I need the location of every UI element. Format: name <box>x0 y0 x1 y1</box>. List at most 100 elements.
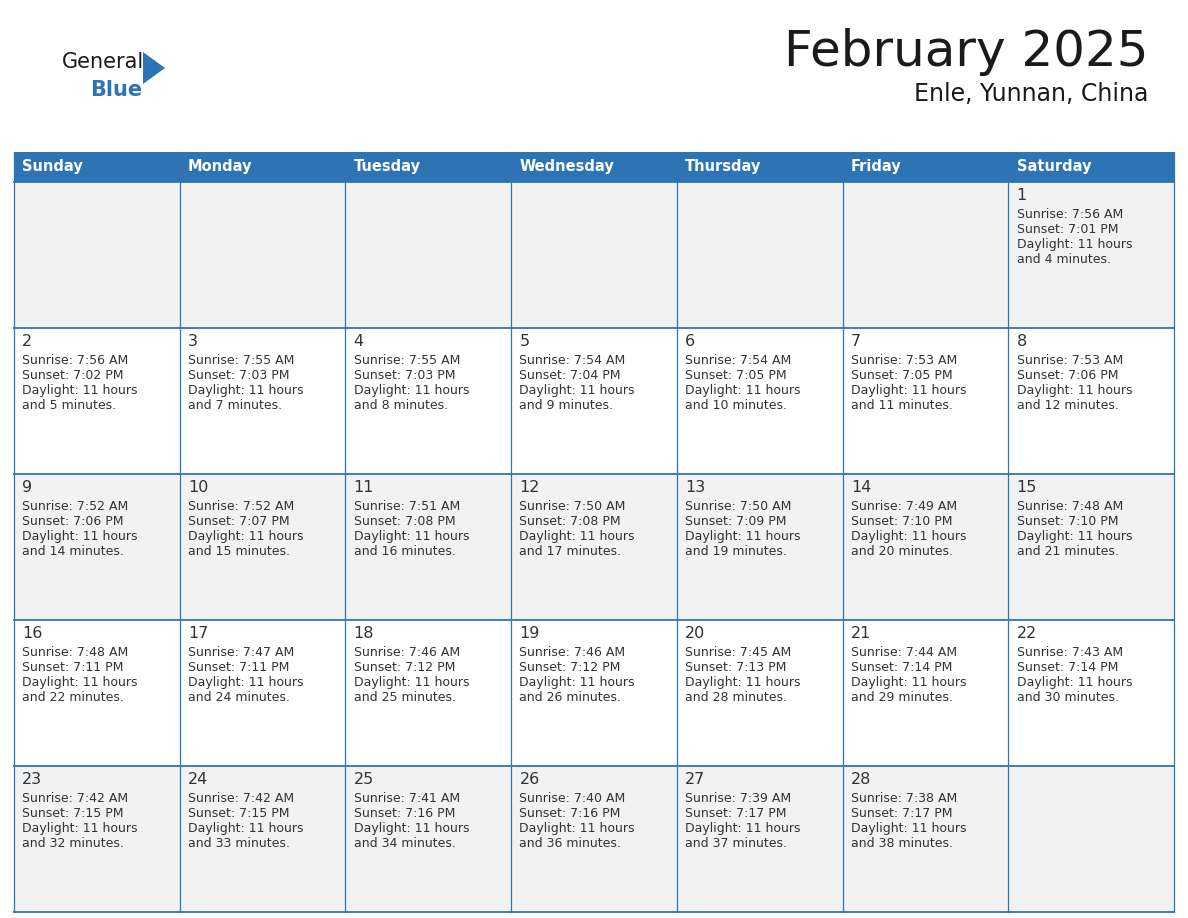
Text: Sunset: 7:15 PM: Sunset: 7:15 PM <box>188 807 290 820</box>
Text: Daylight: 11 hours: Daylight: 11 hours <box>685 822 801 835</box>
Text: Daylight: 11 hours: Daylight: 11 hours <box>685 676 801 689</box>
Text: and 29 minutes.: and 29 minutes. <box>851 691 953 704</box>
Text: Sunset: 7:08 PM: Sunset: 7:08 PM <box>354 515 455 528</box>
Text: 6: 6 <box>685 334 695 349</box>
Text: Sunset: 7:14 PM: Sunset: 7:14 PM <box>851 661 953 674</box>
Text: 12: 12 <box>519 480 539 495</box>
Text: Monday: Monday <box>188 160 253 174</box>
Text: Daylight: 11 hours: Daylight: 11 hours <box>519 384 634 397</box>
Text: Sunrise: 7:42 AM: Sunrise: 7:42 AM <box>23 792 128 805</box>
Text: Sunset: 7:04 PM: Sunset: 7:04 PM <box>519 369 621 382</box>
Text: and 11 minutes.: and 11 minutes. <box>851 399 953 412</box>
Text: and 17 minutes.: and 17 minutes. <box>519 545 621 558</box>
Bar <box>14 152 179 182</box>
Bar <box>842 620 1009 766</box>
Text: Sunrise: 7:41 AM: Sunrise: 7:41 AM <box>354 792 460 805</box>
Bar <box>842 182 1009 328</box>
Text: 2: 2 <box>23 334 32 349</box>
Text: Daylight: 11 hours: Daylight: 11 hours <box>1017 384 1132 397</box>
Text: and 20 minutes.: and 20 minutes. <box>851 545 953 558</box>
Text: General: General <box>62 52 144 72</box>
Bar <box>842 328 1009 474</box>
Text: Sunset: 7:07 PM: Sunset: 7:07 PM <box>188 515 290 528</box>
Text: 1: 1 <box>1017 188 1026 203</box>
Text: Sunrise: 7:50 AM: Sunrise: 7:50 AM <box>519 500 626 513</box>
Text: Sunset: 7:06 PM: Sunset: 7:06 PM <box>1017 369 1118 382</box>
Text: Sunrise: 7:44 AM: Sunrise: 7:44 AM <box>851 646 958 659</box>
Text: and 30 minutes.: and 30 minutes. <box>1017 691 1119 704</box>
Bar <box>179 328 346 474</box>
Bar <box>677 766 842 912</box>
Text: and 33 minutes.: and 33 minutes. <box>188 837 290 850</box>
Bar <box>842 152 1009 182</box>
Text: 28: 28 <box>851 772 871 787</box>
Bar <box>511 474 677 620</box>
Text: 8: 8 <box>1017 334 1026 349</box>
Text: Sunrise: 7:50 AM: Sunrise: 7:50 AM <box>685 500 791 513</box>
Text: 9: 9 <box>23 480 32 495</box>
Text: Tuesday: Tuesday <box>354 160 421 174</box>
Text: Daylight: 11 hours: Daylight: 11 hours <box>851 676 966 689</box>
Text: Daylight: 11 hours: Daylight: 11 hours <box>1017 676 1132 689</box>
Text: 14: 14 <box>851 480 871 495</box>
Text: 10: 10 <box>188 480 208 495</box>
Bar <box>1009 474 1174 620</box>
Text: Daylight: 11 hours: Daylight: 11 hours <box>23 822 138 835</box>
Bar <box>179 152 346 182</box>
Bar <box>179 620 346 766</box>
Text: Daylight: 11 hours: Daylight: 11 hours <box>354 530 469 543</box>
Bar <box>179 182 346 328</box>
Bar <box>677 620 842 766</box>
Text: Sunrise: 7:51 AM: Sunrise: 7:51 AM <box>354 500 460 513</box>
Bar <box>842 766 1009 912</box>
Text: Sunrise: 7:47 AM: Sunrise: 7:47 AM <box>188 646 295 659</box>
Text: Sunset: 7:09 PM: Sunset: 7:09 PM <box>685 515 786 528</box>
Text: and 9 minutes.: and 9 minutes. <box>519 399 613 412</box>
Text: Sunset: 7:11 PM: Sunset: 7:11 PM <box>188 661 290 674</box>
Text: Daylight: 11 hours: Daylight: 11 hours <box>188 676 303 689</box>
Text: Sunset: 7:03 PM: Sunset: 7:03 PM <box>354 369 455 382</box>
Bar <box>1009 766 1174 912</box>
Text: and 7 minutes.: and 7 minutes. <box>188 399 282 412</box>
Bar <box>677 182 842 328</box>
Text: 15: 15 <box>1017 480 1037 495</box>
Bar <box>511 152 677 182</box>
Text: and 36 minutes.: and 36 minutes. <box>519 837 621 850</box>
Text: and 38 minutes.: and 38 minutes. <box>851 837 953 850</box>
Bar <box>677 474 842 620</box>
Text: Daylight: 11 hours: Daylight: 11 hours <box>519 530 634 543</box>
Bar <box>346 766 511 912</box>
Text: 17: 17 <box>188 626 208 641</box>
Text: Friday: Friday <box>851 160 902 174</box>
Text: 18: 18 <box>354 626 374 641</box>
Text: and 19 minutes.: and 19 minutes. <box>685 545 786 558</box>
Text: and 12 minutes.: and 12 minutes. <box>1017 399 1118 412</box>
Text: Sunrise: 7:40 AM: Sunrise: 7:40 AM <box>519 792 626 805</box>
Text: Sunset: 7:06 PM: Sunset: 7:06 PM <box>23 515 124 528</box>
Text: Daylight: 11 hours: Daylight: 11 hours <box>685 530 801 543</box>
Text: 7: 7 <box>851 334 861 349</box>
Bar <box>179 766 346 912</box>
Text: Sunrise: 7:39 AM: Sunrise: 7:39 AM <box>685 792 791 805</box>
Text: and 14 minutes.: and 14 minutes. <box>23 545 125 558</box>
Text: Sunset: 7:15 PM: Sunset: 7:15 PM <box>23 807 124 820</box>
Bar <box>346 474 511 620</box>
Text: Blue: Blue <box>90 80 143 100</box>
Text: Daylight: 11 hours: Daylight: 11 hours <box>23 676 138 689</box>
Text: Daylight: 11 hours: Daylight: 11 hours <box>188 822 303 835</box>
Text: Sunset: 7:03 PM: Sunset: 7:03 PM <box>188 369 290 382</box>
Text: Sunset: 7:05 PM: Sunset: 7:05 PM <box>851 369 953 382</box>
Text: Sunrise: 7:38 AM: Sunrise: 7:38 AM <box>851 792 958 805</box>
Text: Sunrise: 7:55 AM: Sunrise: 7:55 AM <box>354 354 460 367</box>
Bar <box>346 182 511 328</box>
Text: Saturday: Saturday <box>1017 160 1091 174</box>
Text: Sunset: 7:12 PM: Sunset: 7:12 PM <box>354 661 455 674</box>
Text: 23: 23 <box>23 772 43 787</box>
Text: Daylight: 11 hours: Daylight: 11 hours <box>354 676 469 689</box>
Text: and 22 minutes.: and 22 minutes. <box>23 691 125 704</box>
Bar <box>14 620 179 766</box>
Text: Daylight: 11 hours: Daylight: 11 hours <box>519 676 634 689</box>
Text: 22: 22 <box>1017 626 1037 641</box>
Text: Sunset: 7:10 PM: Sunset: 7:10 PM <box>851 515 953 528</box>
Bar <box>179 474 346 620</box>
